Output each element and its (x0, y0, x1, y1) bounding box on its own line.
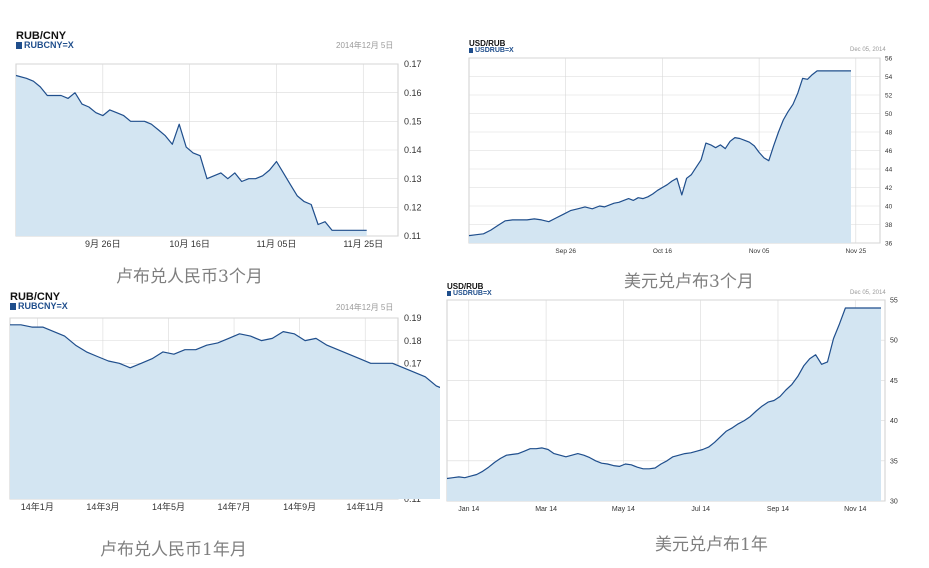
chart-caption: 美元兑卢布1年 (655, 535, 768, 555)
x-tick-label: May 14 (612, 506, 635, 513)
x-tick-label: 11月 25日 (343, 239, 383, 249)
y-tick-label: 50 (890, 338, 898, 345)
y-tick-label: 45 (890, 378, 898, 385)
y-tick-label: 40 (885, 203, 893, 210)
y-tick-label: 56 (885, 55, 893, 62)
series-area (10, 324, 440, 499)
y-tick-label: 36 (885, 240, 893, 247)
y-tick-label: 42 (885, 185, 893, 192)
legend-swatch (16, 42, 22, 50)
y-tick-label: 55 (890, 297, 898, 304)
y-tick-label: 0.17 (404, 59, 422, 69)
x-tick-label: Nov 14 (844, 506, 866, 513)
y-tick-label: 0.11 (404, 494, 421, 504)
y-tick-label: 0.15 (404, 116, 422, 126)
chart-title: RUB/CNY (16, 30, 67, 42)
y-tick-label: 30 (890, 498, 898, 505)
y-tick-label: 46 (885, 148, 893, 155)
legend-label: USDRUB=X (453, 290, 492, 297)
chart-date: 2014年12月 5日 (336, 41, 394, 50)
chart-caption: 卢布兑人民币3个月 (116, 267, 263, 287)
x-tick-label: Jan 14 (458, 506, 479, 513)
x-tick-label: 14年11月 (347, 501, 384, 512)
x-tick-label: Mar 14 (535, 506, 557, 513)
y-tick-label: 0.17 (404, 358, 422, 368)
y-tick-label: 38 (885, 222, 893, 229)
legend-swatch (447, 290, 451, 296)
y-tick-label: 0.16 (404, 88, 422, 98)
series-line (446, 307, 881, 480)
x-tick-label: Nov 05 (749, 248, 770, 255)
y-tick-label: 0.12 (404, 202, 422, 212)
chart-plot: 55 50 45 40 35 30 Jan 14 Mar 14 May 14 Jul 14 Sep … (446, 297, 898, 513)
legend-swatch (10, 303, 16, 311)
x-tick-label: Oct 16 (653, 248, 673, 255)
x-tick-label: 11月 05日 (257, 239, 297, 249)
x-tick-label: Jul 14 (691, 506, 710, 513)
legend-entry: USDRUB=X (469, 47, 514, 54)
chart-date: Dec 05, 2014 (850, 290, 886, 296)
y-tick-label: 0.18 (404, 336, 422, 346)
legend-label: RUBCNY=X (18, 301, 68, 311)
series-area (447, 308, 881, 501)
series-line (468, 70, 851, 237)
y-tick-label: 0.14 (404, 145, 422, 155)
x-tick-label: 9月 26日 (85, 239, 121, 249)
chart-date: 2014年12月 5日 (336, 303, 394, 312)
y-tick-label: 40 (890, 418, 898, 425)
x-tick-label: Sep 14 (767, 506, 789, 513)
series-line (10, 324, 440, 389)
legend-swatch (469, 47, 473, 53)
chart-date: Dec 05, 2014 (850, 47, 886, 53)
x-tick-label: Nov 25 (846, 248, 867, 255)
chart-title: USD/RUB (447, 282, 484, 291)
y-tick-label: 0.19 (404, 313, 422, 323)
chart-plot: 56 54 52 50 48 46 44 42 40 38 36 Sep 26 Oct 16 Nov 05… (468, 55, 893, 255)
chart-plot: 0.190.180.170.160.150.140.130.120.1114年1… (9, 313, 440, 512)
chart-title: USD/RUB (469, 39, 506, 48)
x-tick-label: 14年7月 (218, 501, 251, 512)
y-tick-label: 44 (885, 166, 893, 173)
x-tick-label: 14年1月 (21, 501, 54, 512)
chart-caption: 卢布兑人民币1年月 (100, 540, 247, 560)
chart-title: RUB/CNY (10, 291, 61, 303)
y-tick-label: 52 (885, 92, 893, 99)
y-tick-label: 35 (890, 458, 898, 465)
x-tick-label: 14年9月 (283, 501, 316, 512)
y-tick-label: 48 (885, 129, 893, 136)
series-area (469, 70, 851, 244)
x-tick-label: 10月 16日 (169, 239, 210, 249)
x-tick-label: 14年5月 (152, 501, 185, 512)
y-tick-label: 50 (885, 111, 893, 118)
legend-entry: RUBCNY=X (10, 301, 68, 311)
y-tick-label: 0.11 (404, 231, 421, 241)
legend-entry: RUBCNY=X (16, 40, 74, 50)
legend-label: USDRUB=X (475, 47, 514, 54)
chart-caption: 美元兑卢布3个月 (624, 272, 754, 292)
x-tick-label: 14年3月 (86, 501, 119, 512)
chart-plot: 0.17 0.16 0.15 0.14 0.13 0.12 0.11 9月 26日 10月 16… (15, 59, 422, 249)
legend-entry: USDRUB=X (447, 290, 492, 297)
x-tick-label: Sep 26 (555, 248, 576, 255)
y-tick-label: 0.13 (404, 174, 422, 184)
y-tick-label: 54 (885, 74, 893, 81)
series-line (15, 74, 367, 231)
legend-label: RUBCNY=X (24, 40, 74, 50)
